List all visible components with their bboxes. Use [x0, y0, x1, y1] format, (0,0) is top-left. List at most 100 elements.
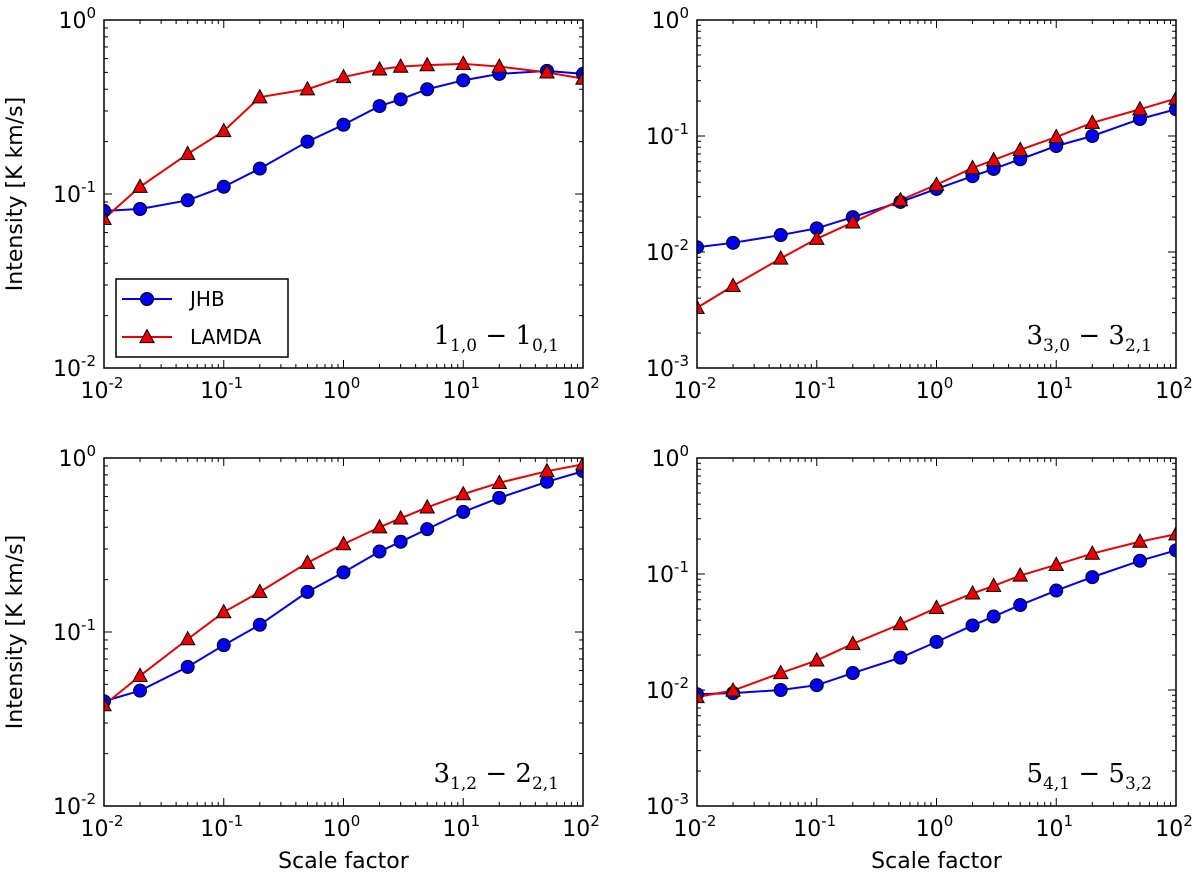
y-tick-exponent: 0 [679, 4, 689, 22]
x-tick-exponent: 0 [944, 374, 954, 392]
x-tick-label: 102 [1155, 374, 1193, 404]
transition-lower-level: 3 [1108, 321, 1125, 351]
y-tick-base: 10 [651, 447, 679, 472]
transition-upper-level: 3 [433, 759, 450, 789]
series-group [104, 55, 583, 225]
x-tick-exponent: 0 [351, 812, 361, 830]
data-point-lamda [725, 277, 742, 293]
y-tick-base: 10 [58, 447, 86, 472]
y-tick-exponent: -3 [674, 790, 689, 808]
data-point-jhb [300, 134, 315, 149]
data-point-lamda [299, 554, 316, 569]
y-tick-base: 10 [53, 357, 81, 382]
transition-minus: − [1070, 321, 1108, 351]
x-tick-base: 10 [1035, 379, 1063, 404]
transition-lower-level: 1 [515, 321, 532, 351]
y-tick-exponent: -2 [81, 352, 96, 370]
y-tick-exponent: -3 [674, 352, 689, 370]
x-tick-exponent: -1 [228, 812, 243, 830]
data-point-lamda [1084, 114, 1101, 129]
data-point-jhb [726, 235, 741, 250]
y-tick-label: 10-3 [646, 790, 689, 820]
data-point-lamda [215, 122, 232, 138]
data-point-lamda [844, 635, 861, 650]
transition-minus: − [1070, 759, 1108, 789]
y-tick-base: 10 [646, 679, 674, 704]
x-tick-base: 10 [562, 379, 590, 404]
y-tick-base: 10 [53, 795, 81, 820]
x-tick-base: 10 [323, 817, 351, 842]
x-tick-base: 10 [793, 379, 821, 404]
transition-label: 33,0 − 32,1 [1026, 321, 1152, 356]
transition-upper-subscript: 1,0 [450, 336, 477, 356]
y-tick-exponent: 0 [86, 4, 96, 22]
y-tick-base: 10 [58, 9, 86, 34]
y-tick-label: 100 [651, 4, 689, 34]
data-point-jhb [1013, 598, 1028, 613]
data-point-jhb [773, 683, 788, 697]
y-tick-base: 10 [651, 9, 679, 34]
data-point-jhb [986, 609, 1001, 624]
x-tick-base: 10 [200, 817, 228, 842]
x-tick-base: 10 [442, 379, 470, 404]
x-tick-label: 101 [1035, 374, 1073, 404]
x-tick-base: 10 [916, 379, 944, 404]
y-tick-label: 10-2 [646, 236, 689, 266]
data-point-lamda [132, 178, 149, 193]
data-point-jhb [252, 617, 267, 632]
data-point-lamda [1131, 533, 1148, 548]
legend-label: LAMDA [190, 325, 262, 349]
series-line-lamda [697, 97, 1176, 309]
x-tick-label: 100 [916, 812, 954, 842]
legend-marker-triangle [139, 328, 155, 344]
data-point-lamda [697, 688, 705, 704]
x-tick-exponent: 1 [1063, 374, 1073, 392]
series-group [697, 90, 1176, 314]
transition-upper-level: 5 [1026, 759, 1043, 789]
x-tick-exponent: -1 [821, 812, 836, 830]
transition-upper-subscript: 3,0 [1043, 336, 1070, 356]
x-tick-label: 102 [1155, 812, 1193, 842]
transition-lower-level: 2 [515, 759, 532, 789]
data-point-lamda [419, 56, 436, 72]
data-point-lamda [371, 518, 388, 534]
x-tick-label: 10-1 [793, 374, 836, 404]
y-tick-base: 10 [646, 125, 674, 150]
x-tick-exponent: -2 [109, 812, 124, 830]
series-line-jhb [104, 470, 583, 703]
data-point-lamda [725, 681, 742, 697]
data-point-lamda [132, 667, 149, 682]
data-point-lamda [455, 55, 472, 70]
series-line-lamda [104, 463, 583, 706]
data-point-lamda [491, 58, 508, 73]
data-point-lamda [251, 583, 268, 599]
data-point-lamda [772, 249, 789, 265]
data-point-jhb [893, 650, 908, 665]
y-tick-label: 10-1 [53, 178, 96, 208]
data-point-lamda [928, 599, 945, 615]
transition-upper-subscript: 4,1 [1043, 774, 1070, 794]
x-tick-exponent: -1 [228, 374, 243, 392]
x-tick-exponent: 0 [944, 812, 954, 830]
data-point-lamda [104, 210, 112, 225]
data-point-jhb [133, 683, 148, 698]
data-point-jhb [372, 544, 387, 559]
y-tick-base: 10 [53, 621, 81, 646]
data-point-jhb [133, 201, 148, 216]
data-point-lamda [179, 145, 196, 161]
data-point-lamda [1084, 545, 1101, 560]
data-point-jhb [845, 666, 860, 681]
x-tick-label: 10-1 [793, 812, 836, 842]
y-tick-exponent: -2 [674, 236, 689, 254]
legend-box [115, 278, 289, 358]
series-line-jhb [697, 549, 1176, 696]
x-tick-base: 10 [442, 817, 470, 842]
data-point-jhb [252, 161, 267, 176]
x-tick-exponent: -2 [702, 812, 717, 830]
x-tick-label: 100 [916, 374, 954, 404]
y-tick-base: 10 [646, 563, 674, 588]
data-point-jhb [180, 659, 195, 674]
